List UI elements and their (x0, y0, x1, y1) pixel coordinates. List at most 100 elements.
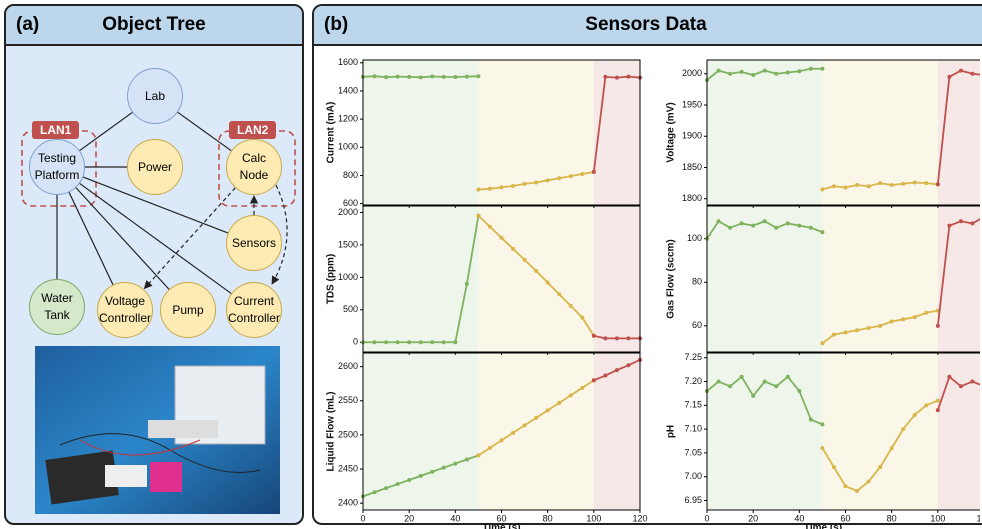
data-point (797, 69, 802, 74)
data-point (855, 328, 860, 333)
data-point (603, 74, 608, 79)
data-point (820, 187, 825, 192)
data-point (476, 187, 481, 192)
data-point (866, 326, 871, 331)
dashed-arrow (271, 184, 288, 285)
data-point (820, 230, 825, 235)
data-point (568, 303, 573, 308)
x-tick-label: 60 (840, 513, 850, 523)
y-tick-label: 0 (353, 337, 358, 347)
data-point (441, 465, 446, 470)
data-point (716, 68, 721, 73)
data-point (614, 75, 619, 80)
data-point (820, 422, 825, 427)
node: Power (127, 139, 183, 195)
plot-frame (706, 352, 980, 511)
data-point (453, 461, 458, 466)
dashed-arrow (143, 187, 236, 290)
data-point (418, 75, 423, 80)
data-point (372, 74, 377, 79)
phase-band (363, 206, 479, 352)
phase-band (707, 353, 823, 510)
y-axis-label: pH (666, 425, 677, 438)
y-axis-label: Voltage (mV) (666, 102, 677, 162)
phase-band (363, 353, 479, 510)
data-point (958, 384, 963, 389)
phase-band (937, 353, 980, 510)
x-axis-label: Time (s) (482, 523, 520, 529)
phase-band (478, 206, 594, 352)
phase-band (593, 353, 640, 510)
data-point (545, 408, 550, 413)
data-point (935, 408, 940, 413)
y-tick-label: 1500 (338, 239, 358, 249)
phase-band (822, 206, 938, 352)
data-point (924, 403, 929, 408)
data-point (453, 75, 458, 80)
data-point (970, 221, 975, 226)
x-axis-label: Time (s) (804, 523, 842, 529)
data-point (739, 69, 744, 74)
data-point (384, 340, 389, 345)
data-point (522, 257, 527, 262)
data-point (901, 317, 906, 322)
data-point (534, 180, 539, 185)
phase-band (593, 206, 640, 352)
y-tick-label: 1800 (682, 193, 702, 203)
panel-sensors-data: (b) Sensors Data (312, 4, 982, 525)
y-tick-label: 2600 (338, 361, 358, 371)
data-point (522, 423, 527, 428)
data-point (728, 71, 733, 76)
node: Pump (160, 282, 216, 338)
node: Voltage Controller (97, 282, 153, 338)
edge (79, 182, 232, 295)
panel-label: (b) (324, 14, 349, 35)
data-point (901, 427, 906, 432)
phase-band (707, 60, 823, 205)
y-tick-label: 80 (692, 277, 702, 287)
data-point (866, 479, 871, 484)
phase-band (822, 353, 938, 510)
data-point (511, 430, 516, 435)
data-point (866, 184, 871, 189)
data-point (762, 219, 767, 224)
data-point (557, 292, 562, 297)
edge (68, 192, 114, 285)
data-point (557, 400, 562, 405)
y-tick-label: 7.20 (684, 376, 702, 386)
phase-band (937, 206, 980, 352)
data-point (855, 183, 860, 187)
data-point (820, 341, 825, 346)
y-axis-label: TDS (ppm) (326, 254, 337, 305)
data-point (843, 185, 848, 190)
y-tick-label: 7.15 (684, 400, 702, 410)
y-tick-label: 2400 (338, 498, 358, 508)
data-point (395, 74, 400, 79)
data-point (739, 221, 744, 226)
y-tick-label: 7.05 (684, 447, 702, 457)
y-tick-label: 1850 (682, 162, 702, 172)
data-point (843, 484, 848, 489)
data-point (384, 486, 389, 491)
data-point (476, 453, 481, 458)
y-tick-label: 2550 (338, 395, 358, 405)
y-tick-label: 500 (343, 304, 358, 314)
data-point (947, 374, 952, 379)
data-point (534, 268, 539, 273)
data-point (912, 180, 917, 185)
data-point (441, 340, 446, 345)
lan2-box (218, 130, 296, 207)
data-point (924, 310, 929, 315)
data-point (728, 384, 733, 389)
data-point (935, 182, 940, 187)
data-point (855, 488, 860, 493)
y-axis-label: Current (mA) (326, 102, 337, 164)
plot-frame (706, 59, 980, 206)
edge (82, 176, 229, 234)
chart: 1800 1850 1900 1950 2000 Voltage (mV) (666, 59, 980, 208)
data-point (568, 393, 573, 398)
node: Sensors (226, 215, 282, 271)
data-point (545, 280, 550, 285)
